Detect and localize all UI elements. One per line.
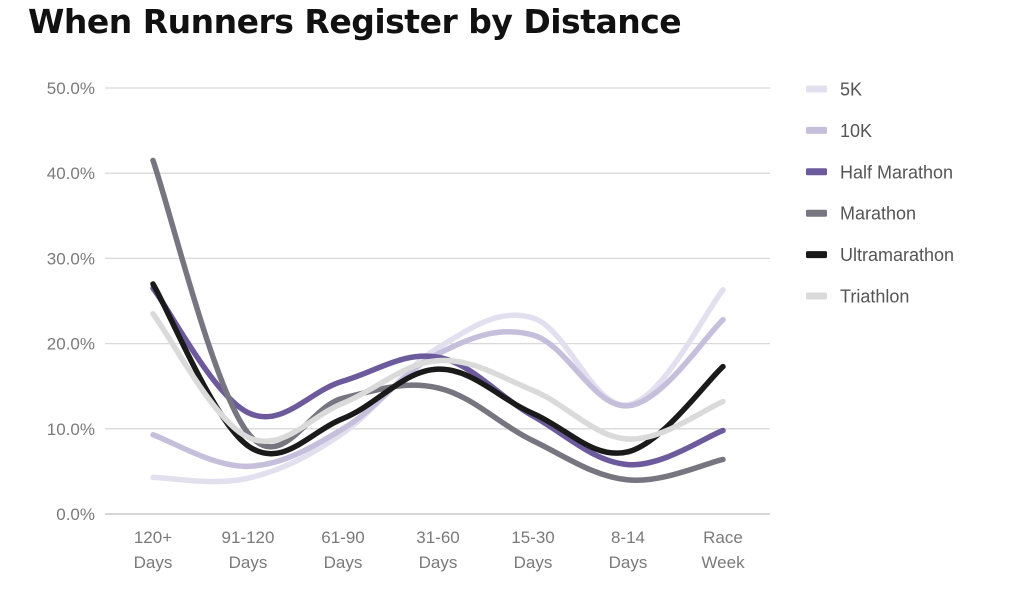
legend-item-ultramarathon: Ultramarathon [806,245,954,265]
legend-swatch [806,126,827,134]
series-line-triathlon [150,311,726,445]
legend-label: Triathlon [840,287,909,307]
series-line-half-marathon [150,285,726,468]
legend-item-half-marathon: Half Marathon [806,162,953,182]
series-line-marathon [150,157,726,484]
legend: 5K 10K Half Marathon Marathon Ultramarathon T… [806,80,954,307]
y-tick-label: 40.0% [47,164,95,183]
legend-label: 5K [840,80,862,100]
legend-swatch [806,168,827,176]
legend-swatch [806,209,827,217]
legend-item-10k: 10K [806,121,872,141]
x-tick-label: 61-90 Days [321,528,364,572]
legend-label: Marathon [840,204,916,224]
legend-label: Half Marathon [840,162,953,182]
legend-swatch [806,251,827,259]
legend-swatch [806,85,827,93]
y-tick-label: 0.0% [56,505,95,524]
x-tick-label: 15-30 Days [511,528,554,572]
x-tick-label: Race Week [701,528,745,572]
y-tick-label: 10.0% [47,420,95,439]
x-tick-label: 91-120 Days [222,528,275,572]
series-line-10k [150,316,726,470]
y-axis-ticks: 0.0% 10.0% 20.0% 30.0% 40.0% 50.0% [47,79,95,524]
x-axis-ticks: 120+ Days 91-120 Days 61-90 Days 31-60 Days 15-3… [134,528,745,572]
chart-title: When Runners Register by Distance [28,2,682,41]
legend-item-marathon: Marathon [806,204,916,224]
grid-lines [105,87,770,515]
legend-item-triathlon: Triathlon [806,287,909,307]
series-lines [150,157,726,485]
legend-label: Ultramarathon [840,245,954,265]
legend-item-5k: 5K [806,80,862,100]
legend-label: 10K [840,121,872,141]
x-tick-label: 8-14 Days [609,528,648,572]
x-tick-label: 120+ Days [134,528,173,572]
y-tick-label: 20.0% [47,335,95,354]
series-line-ultramarathon [150,281,726,457]
x-tick-label: 31-60 Days [416,528,459,572]
legend-swatch [806,292,827,300]
y-tick-label: 50.0% [47,79,95,98]
y-tick-label: 30.0% [47,249,95,268]
